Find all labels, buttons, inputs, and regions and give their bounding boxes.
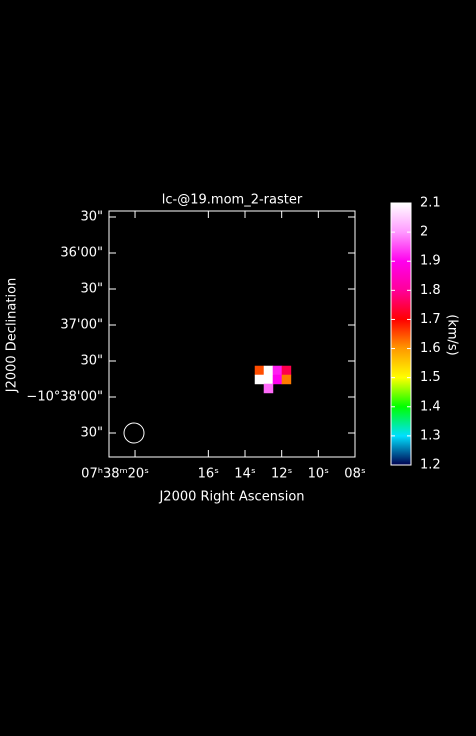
beam: [123, 422, 145, 444]
colorbar: [390, 202, 412, 466]
colorbar-tick-label: 1.3: [420, 428, 441, 443]
plot-frame: [108, 210, 356, 458]
pixel: [254, 365, 265, 376]
pixel: [281, 365, 292, 376]
colorbar-label: (km/s): [445, 314, 460, 356]
y-tick-label: 36'00": [60, 246, 103, 261]
colorbar-tick-label: 2: [420, 225, 428, 240]
pixel: [272, 374, 283, 385]
y-tick-label: 30": [80, 210, 103, 225]
pixel: [272, 365, 283, 376]
x-tick-label: 07ʰ38ᵐ20ˢ: [81, 467, 149, 482]
y-tick-label: 30": [80, 282, 103, 297]
chart-title: lc-@19.mom_2-raster: [162, 193, 303, 208]
colorbar-tick-label: 1.4: [420, 399, 441, 414]
x-tick-label: 16ˢ: [198, 467, 220, 482]
colorbar-tick-label: 1.9: [420, 254, 441, 269]
pixel: [263, 383, 274, 394]
colorbar-tick-label: 2.1: [420, 196, 441, 211]
colorbar-tick-label: 1.6: [420, 341, 441, 356]
colorbar-tick-label: 1.8: [420, 283, 441, 298]
y-axis-label: J2000 Declination: [5, 278, 20, 394]
x-axis-label: J2000 Right Ascension: [158, 490, 304, 505]
pixel: [281, 374, 292, 385]
y-tick-label: 30": [80, 354, 103, 369]
x-tick-label: 14ˢ: [234, 467, 256, 482]
colorbar-tick-label: 1.5: [420, 370, 441, 385]
pixel: [263, 365, 274, 376]
x-tick-label: 10ˢ: [308, 467, 330, 482]
x-tick-label: 08ˢ: [344, 467, 366, 482]
colorbar-tick-label: 1.7: [420, 312, 441, 327]
pixel: [263, 374, 274, 385]
y-tick-label: 30": [80, 426, 103, 441]
y-tick-label: 37'00": [60, 318, 103, 333]
x-tick-label: 12ˢ: [271, 467, 293, 482]
colorbar-tick-label: 1.2: [420, 458, 441, 473]
y-tick-label: −10°38'00": [26, 390, 103, 405]
pixel: [254, 374, 265, 385]
